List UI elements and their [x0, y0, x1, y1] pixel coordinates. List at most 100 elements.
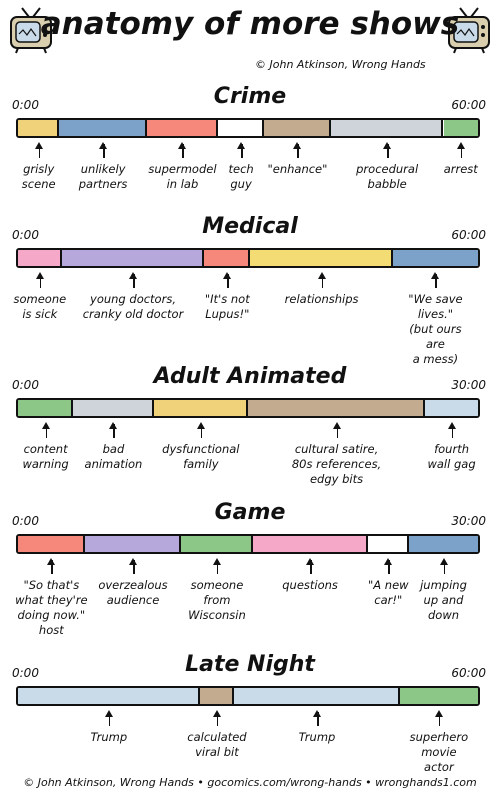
timeline-segment [250, 250, 393, 266]
timeline-segment [367, 536, 409, 552]
timeline-bar-late-night [16, 686, 480, 706]
segment-label: supermodel in lab [148, 162, 217, 191]
timeline-segment [252, 536, 368, 552]
timeline-segment [84, 536, 182, 552]
time-start-medical: 0:00 [12, 228, 39, 242]
time-start-game: 0:00 [12, 514, 39, 528]
time-end-adult-animated: 30:00 [451, 378, 486, 392]
tv-icon-right [448, 7, 490, 54]
segment-label: jumping up and down [420, 578, 467, 622]
arrow-shaft [216, 712, 219, 726]
segment-label: someone is sick [13, 292, 67, 321]
arrow-shaft [39, 274, 42, 288]
arrow-shaft [460, 144, 463, 158]
arrow-shaft [451, 424, 454, 438]
timeline-segment [425, 400, 478, 416]
segment-label: "enhance" [267, 162, 328, 176]
arrow-shaft [45, 424, 48, 438]
credit-line: © John Atkinson, Wrong Hands [255, 58, 426, 71]
segment-label: calculated viral bit [187, 730, 247, 759]
time-end-late-night: 60:00 [451, 666, 486, 680]
time-start-adult-animated: 0:00 [12, 378, 39, 392]
time-end-medical: 60:00 [451, 228, 486, 242]
time-end-crime: 60:00 [451, 98, 486, 112]
arrow-shaft [103, 144, 105, 158]
footer-credit: © John Atkinson, Wrong Hands • gocomics.… [23, 776, 477, 789]
arrow-shaft [133, 274, 135, 288]
timeline-segment [181, 536, 253, 552]
arrow-shaft [443, 560, 445, 574]
time-start-crime: 0:00 [12, 98, 39, 112]
timeline-segment [199, 688, 235, 704]
timeline-segment [399, 688, 478, 704]
arrow-shaft [108, 712, 111, 726]
time-start-late-night: 0:00 [12, 666, 39, 680]
timeline-bar-game [16, 534, 480, 554]
timeline-segment [61, 250, 205, 266]
arrow-shaft [317, 712, 319, 726]
arrow-shaft [297, 144, 299, 158]
segment-label: unlikely partners [78, 162, 128, 191]
segment-label: someone from Wisconsin [188, 578, 246, 622]
arrow-shaft [336, 424, 339, 438]
timeline-segment [264, 120, 331, 136]
arrow-shaft [310, 560, 312, 574]
segment-label: young doctors, cranky old doctor [82, 292, 184, 321]
timeline-segment [443, 120, 478, 136]
segment-label: overzealous audience [98, 578, 168, 607]
arrow-shaft [38, 144, 41, 158]
arrow-shaft [387, 144, 389, 158]
segment-label: dysfunctional family [162, 442, 240, 471]
timeline-bar-crime [16, 118, 480, 138]
arrow-shaft [321, 274, 324, 288]
arrow-shaft [241, 144, 243, 158]
segment-label: relationships [284, 292, 359, 306]
arrow-shaft [51, 560, 53, 574]
arrow-shaft [435, 274, 437, 288]
arrow-shaft [200, 424, 203, 438]
time-end-game: 30:00 [451, 514, 486, 528]
timeline-segment [204, 250, 251, 266]
timeline-segment [146, 120, 219, 136]
timeline-segment [18, 688, 200, 704]
segment-label: questions [282, 578, 338, 592]
segment-label: cultural satire, 80s references, edgy bi… [291, 442, 382, 486]
timeline-segment [73, 400, 154, 416]
timeline-segment [248, 400, 426, 416]
timeline-segment [409, 536, 478, 552]
segment-label: bad animation [84, 442, 143, 471]
section-title-late-night: Late Night [185, 652, 315, 677]
segment-label: superhero movie actor [409, 730, 469, 774]
page-title: anatomy of more shows [40, 6, 460, 42]
arrow-shaft [113, 424, 115, 438]
timeline-bar-adult-animated [16, 398, 480, 418]
segment-label: arrest [443, 162, 478, 176]
segment-label: "We save lives." (but ours are a mess) [408, 292, 463, 366]
timeline-segment [18, 120, 60, 136]
timeline-segment [392, 250, 478, 266]
segment-label: "A new car!" [368, 578, 409, 607]
segment-label: procedural babble [356, 162, 419, 191]
timeline-segment [330, 120, 444, 136]
segment-label: "So that's what they're doing now." host [15, 578, 88, 637]
segment-label: Trump [298, 730, 336, 744]
segment-label: grisly scene [21, 162, 56, 191]
tv-icon-left [10, 7, 52, 54]
arrow-shaft [227, 274, 229, 288]
arrow-shaft [133, 560, 135, 574]
timeline-segment [18, 250, 62, 266]
section-title-adult-animated: Adult Animated [153, 364, 347, 389]
arrow-shaft [182, 144, 184, 158]
segment-label: tech guy [228, 162, 254, 191]
section-title-medical: Medical [202, 214, 298, 239]
timeline-segment [18, 400, 74, 416]
segment-label: fourth wall gag [427, 442, 476, 471]
arrow-shaft [388, 560, 390, 574]
timeline-segment [153, 400, 248, 416]
segment-label: Trump [90, 730, 128, 744]
section-title-game: Game [214, 500, 286, 525]
segment-label: content warning [22, 442, 69, 471]
timeline-segment [234, 688, 400, 704]
arrow-shaft [438, 712, 441, 726]
